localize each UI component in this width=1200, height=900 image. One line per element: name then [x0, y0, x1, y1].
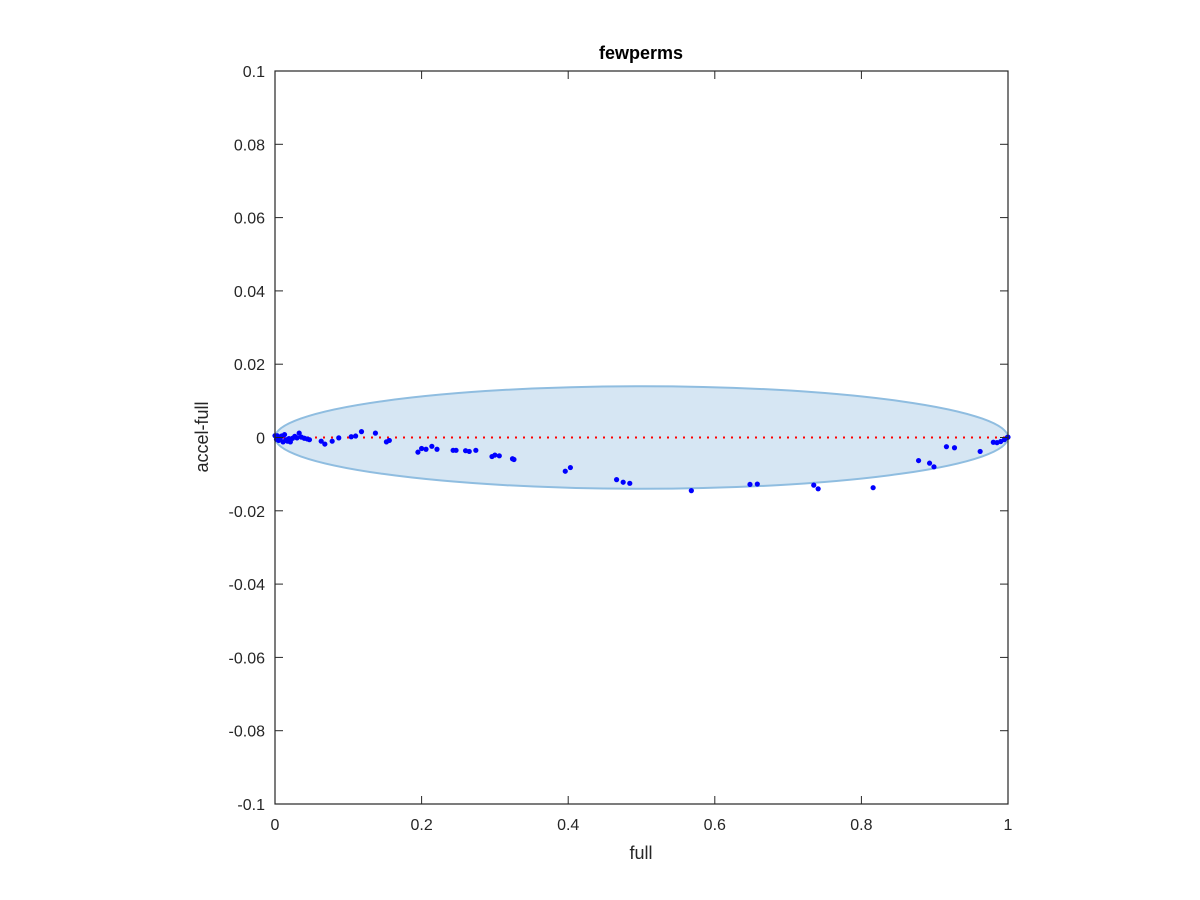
- data-point: [926, 460, 933, 466]
- data-point: [931, 464, 937, 470]
- x-tick-label: 1: [1004, 817, 1013, 834]
- y-tick-label: -0.02: [229, 504, 266, 521]
- confidence-ellipse: [273, 385, 1010, 490]
- x-tick-label: 0.6: [704, 817, 726, 834]
- data-point: [294, 435, 300, 441]
- data-point: [915, 457, 922, 464]
- y-tick-label: 0.08: [234, 137, 265, 154]
- data-point: [358, 429, 365, 435]
- data-point: [747, 481, 753, 488]
- data-point: [306, 437, 313, 443]
- data-point: [329, 438, 335, 444]
- data-point: [348, 434, 354, 440]
- y-tick-label: -0.1: [237, 797, 265, 814]
- y-tick-label: 0.06: [234, 211, 265, 228]
- data-point: [318, 438, 324, 444]
- chart-title: fewperms: [599, 43, 683, 63]
- data-point: [511, 456, 517, 463]
- data-point: [473, 447, 479, 453]
- data-point: [492, 452, 498, 458]
- y-tick-label: 0.04: [234, 284, 265, 301]
- data-point: [322, 441, 328, 447]
- data-point: [613, 477, 620, 483]
- data-point: [466, 448, 472, 455]
- data-point: [627, 480, 633, 486]
- data-point: [372, 430, 379, 436]
- data-point: [296, 430, 302, 436]
- x-tick-label: 0.8: [850, 817, 872, 834]
- data-point: [977, 448, 983, 455]
- data-point: [453, 447, 459, 453]
- data-point: [562, 468, 568, 474]
- confidence-ellipse-layer: [273, 385, 1010, 490]
- data-point: [943, 444, 950, 450]
- data-point: [754, 481, 760, 487]
- x-tick-label: 0.4: [557, 817, 579, 834]
- data-point: [423, 446, 429, 452]
- data-point: [434, 446, 440, 452]
- data-point: [386, 437, 392, 444]
- data-point: [281, 431, 288, 438]
- data-point: [336, 435, 342, 441]
- data-point: [620, 479, 626, 485]
- y-tick-label: -0.08: [229, 724, 266, 741]
- y-tick-label: -0.04: [229, 577, 266, 594]
- data-point: [429, 443, 435, 449]
- data-point: [688, 488, 694, 494]
- data-point: [870, 485, 876, 491]
- x-tick-label: 0.2: [410, 817, 432, 834]
- data-point: [951, 445, 958, 451]
- data-point: [815, 486, 821, 492]
- y-ticks-layer: 0.1 0.08 0.06 0.04 0.02 0 -0.02 -0.04 -0.06 -0.08…: [229, 64, 1008, 814]
- data-point: [496, 453, 502, 459]
- y-tick-label: 0: [256, 431, 265, 448]
- y-tick-label: 0.1: [243, 64, 265, 81]
- data-point: [567, 464, 573, 471]
- data-point: [419, 445, 425, 452]
- x-tick-label: 0: [271, 817, 280, 834]
- axes-box: [274, 70, 1009, 805]
- y-tick-label: -0.06: [229, 650, 266, 667]
- y-axis-label: accel-full: [192, 401, 212, 472]
- x-axis-label: full: [629, 843, 652, 863]
- y-tick-label: 0.02: [234, 357, 265, 374]
- data-point: [353, 433, 359, 439]
- data-point: [811, 482, 817, 488]
- data-point: [415, 449, 421, 455]
